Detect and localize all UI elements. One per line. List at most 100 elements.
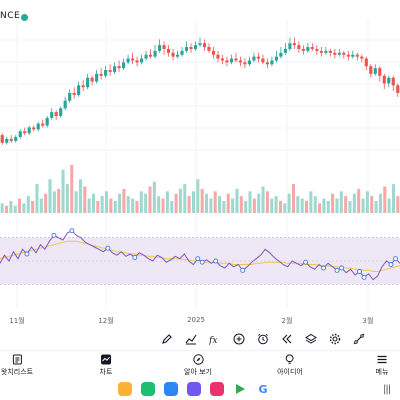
compass-icon <box>192 354 204 365</box>
candle-body <box>247 60 252 65</box>
candle-body <box>297 45 301 49</box>
trend-line-icon[interactable] <box>350 330 368 348</box>
nav-label: 알아 보기 <box>184 368 212 376</box>
rsi-pivot-marker <box>361 274 367 280</box>
candle-body <box>189 47 193 49</box>
files-app-icon[interactable] <box>118 382 132 396</box>
alarm-icon[interactable] <box>254 330 272 348</box>
pencil-icon[interactable] <box>158 330 176 348</box>
lightbulb-icon <box>286 354 294 364</box>
volume-bar <box>165 191 169 213</box>
nav-chart[interactable]: 차트 <box>100 354 112 380</box>
phone-app-icon[interactable] <box>141 382 155 396</box>
rsi-pivot-marker <box>240 267 246 273</box>
volume-bar <box>218 196 222 213</box>
volume-bar <box>196 179 200 213</box>
volume-bar <box>118 193 122 213</box>
volume-bar <box>326 200 330 213</box>
candle-body <box>328 50 332 53</box>
nav-label: 아이디어 <box>277 368 303 376</box>
chart-area[interactable] <box>0 0 400 330</box>
volume-bar <box>383 186 387 213</box>
plus-circle-icon[interactable] <box>230 330 248 348</box>
x-tick-label: 12월 <box>98 317 114 325</box>
volume-bar <box>357 188 361 213</box>
candle-body <box>99 73 103 76</box>
candle-body <box>270 60 274 65</box>
volume-bar <box>48 179 52 213</box>
rsi-pivot-marker <box>199 259 205 265</box>
candle-body <box>369 66 373 74</box>
volume-bar <box>139 191 143 213</box>
nav-menu[interactable]: 메뉴 <box>376 354 388 380</box>
candle-body <box>193 45 198 49</box>
candle-body <box>310 47 314 49</box>
volume-bar <box>265 191 269 213</box>
volume-bar <box>70 164 74 213</box>
volume-bar <box>331 193 335 213</box>
candle-body <box>45 117 49 126</box>
volume-bar <box>231 198 235 213</box>
nav-watchlist[interactable]: 왓치리스트 <box>1 354 33 380</box>
candle-body <box>117 66 121 69</box>
google-app-icon[interactable]: G <box>258 382 268 396</box>
volume-bar <box>191 191 195 213</box>
recents-icon[interactable]: ||| <box>383 384 391 395</box>
candle-body <box>144 54 148 59</box>
candle-body <box>229 58 234 63</box>
internet-app-icon[interactable] <box>187 382 201 396</box>
candle-body <box>382 75 386 84</box>
candle-body <box>283 48 287 53</box>
candle-body <box>180 50 184 55</box>
volume-bar <box>144 193 148 213</box>
rewind-icon[interactable] <box>278 330 296 348</box>
candle-body <box>396 85 400 93</box>
android-taskbar: G ||| <box>0 378 400 400</box>
messages-app-icon[interactable] <box>164 382 178 396</box>
bottom-navigation: 왓치리스트 차트 알아 보기 아이디어 메뉴 <box>0 350 400 378</box>
settings-icon[interactable] <box>326 330 344 348</box>
price-chart-svg[interactable] <box>0 0 400 330</box>
nav-explore[interactable]: 알아 보기 <box>184 354 212 380</box>
candle-body <box>274 56 278 61</box>
play-store-app-icon[interactable] <box>233 382 247 396</box>
nav-ideas[interactable]: 아이디어 <box>277 354 303 380</box>
candle-body <box>153 50 157 57</box>
candle-body <box>59 108 63 116</box>
camera-app-icon[interactable] <box>210 382 224 396</box>
volume-bar <box>257 193 261 213</box>
volume-bar <box>309 191 313 213</box>
rsi-pivot-marker <box>213 258 219 264</box>
candle-body <box>378 68 382 76</box>
candle-body <box>387 77 391 84</box>
line-chart-icon[interactable] <box>182 330 200 348</box>
nav-label: 왓치리스트 <box>0 368 34 376</box>
volume-bar <box>78 179 82 213</box>
volume-bar <box>322 198 326 213</box>
candle-body <box>9 138 13 141</box>
volume-bar <box>222 200 226 213</box>
volume-bar <box>26 196 30 213</box>
volume-bar <box>5 205 9 213</box>
layers-icon[interactable] <box>302 330 320 348</box>
volume-bar <box>291 184 295 213</box>
candle-body <box>140 58 144 63</box>
candle-body <box>41 123 45 126</box>
volume-bar <box>44 193 48 213</box>
volume-bar <box>244 200 248 213</box>
rsi-pivot-marker <box>357 269 363 274</box>
volume-bar <box>226 193 230 213</box>
volume-bar <box>274 196 278 213</box>
x-tick-label: 11월 <box>9 317 25 325</box>
volume-bar <box>335 198 339 213</box>
rsi-pivot-marker <box>132 255 138 260</box>
candle-body <box>36 123 40 130</box>
volume-bar <box>287 193 291 213</box>
candle-body <box>324 50 328 53</box>
candle-body <box>122 62 126 69</box>
volume-bar <box>74 191 78 213</box>
fx-icon[interactable]: fx <box>206 330 224 348</box>
volume-bar <box>300 198 304 213</box>
volume-bar <box>135 200 139 213</box>
candle-body <box>220 58 225 61</box>
